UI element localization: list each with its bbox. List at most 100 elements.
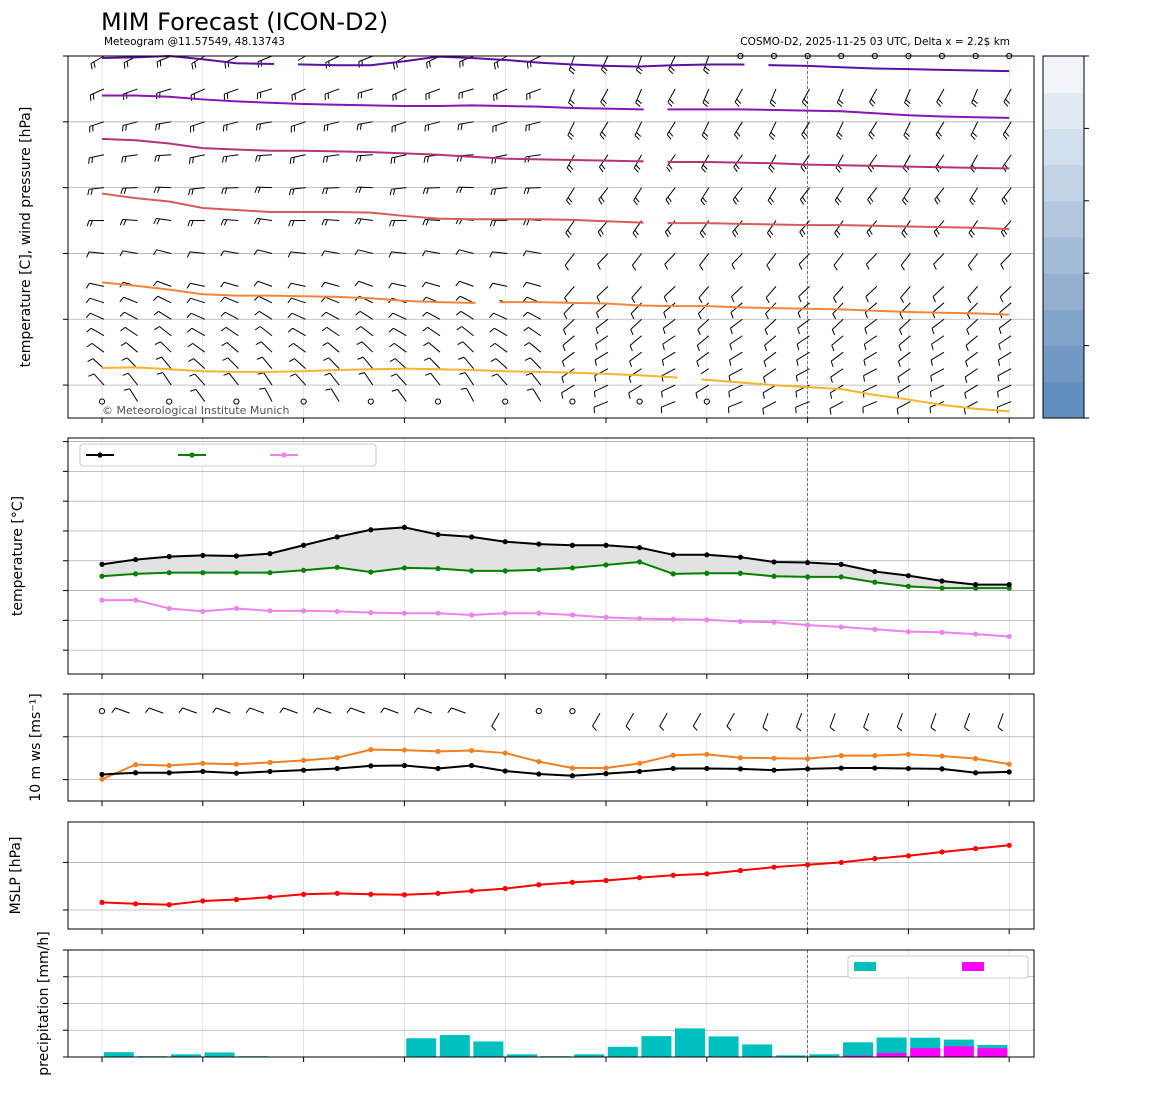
wind-barb-shaft [728, 368, 743, 377]
wind-barb-shaft [295, 373, 306, 386]
mean-wind-point [469, 762, 475, 769]
wind-barb-feather [354, 249, 359, 256]
wind-barb-feather [395, 93, 397, 100]
wind-barb-shaft [259, 326, 273, 337]
wind-barb-feather [964, 376, 968, 383]
wind-barb-feather [279, 707, 284, 714]
wind-barb-feather [457, 124, 460, 131]
wind-barb-feather [868, 229, 873, 235]
gust-point [536, 759, 542, 765]
wind-barb-feather [968, 232, 973, 238]
wind-barb-feather [522, 250, 527, 257]
wind-barb-feather [455, 249, 460, 256]
mean-wind-point [233, 770, 239, 776]
wind-barb-shaft [458, 121, 474, 125]
total-precip-bar [171, 1054, 201, 1057]
wind-barb-feather [254, 218, 258, 225]
wind-barb-shaft [967, 286, 978, 299]
mslp-point [133, 901, 139, 907]
wind-barb-feather [936, 196, 941, 203]
gust-point [569, 765, 576, 771]
wind-barb-feather [1000, 231, 1005, 238]
wind-barb-feather [389, 342, 395, 348]
wind-barb-shaft [256, 186, 273, 189]
wind-barb-shaft [228, 372, 239, 386]
wind-barb-shaft [1003, 88, 1012, 103]
wind-barb-feather [525, 372, 532, 376]
wind-barb-shaft [392, 88, 407, 96]
mslp-point [838, 859, 844, 866]
wind-barb-shaft [224, 311, 239, 320]
wind-barb-feather [897, 376, 901, 383]
wind-barb-shaft [324, 281, 340, 287]
wind-barb-feather [425, 219, 429, 226]
wind-barb-feather [459, 187, 463, 194]
wind-barb-shaft [763, 351, 777, 362]
wind-barb-shaft [663, 285, 676, 297]
wind-barb-shaft [600, 88, 609, 103]
wind-barb-shaft [864, 335, 878, 345]
wind-barb-shaft [283, 707, 298, 714]
wind-barb-shaft [290, 251, 306, 254]
wind-barb-shaft [661, 384, 676, 392]
wind-barb-shaft [324, 219, 340, 222]
series-point-t2m [334, 534, 340, 540]
wind-barb-shaft [833, 253, 844, 266]
series-point-t850 [838, 624, 844, 630]
wind-barb-feather [87, 189, 90, 196]
snow-bar [876, 1052, 907, 1057]
wind-barb-feather [562, 329, 567, 336]
wind-barb-feather [153, 186, 157, 193]
wind-barb-shaft [358, 55, 373, 63]
wind-barb-feather [903, 229, 908, 236]
wind-barb-shaft [762, 384, 777, 394]
mean-wind-point [200, 768, 206, 775]
wind-barb-shaft [595, 335, 609, 345]
mean-wind-point [737, 766, 744, 772]
wind-barb-feather [493, 220, 496, 227]
wind-barb-shaft [393, 342, 407, 353]
wind-barb-shaft [566, 154, 575, 169]
wind-barb-feather [629, 361, 633, 368]
mslp-point [1006, 842, 1012, 848]
wind-barb-feather [291, 94, 293, 102]
series-line-td2m [101, 560, 1010, 590]
wind-barb-feather [598, 199, 603, 205]
total-precip-bar [103, 1052, 134, 1057]
wind-barb-feather [729, 328, 733, 335]
mslp-point [99, 899, 105, 905]
wind-barb-feather [903, 134, 909, 140]
wind-barb-feather [157, 155, 161, 162]
wind-barb-feather [258, 387, 266, 390]
wind-barb-feather [632, 232, 637, 238]
wind-barb-feather [423, 357, 430, 361]
wind-barb-feather [634, 134, 640, 140]
wind-barb-feather [796, 359, 799, 366]
series-point-t2m [435, 531, 441, 538]
wind-barb-shaft [294, 358, 306, 370]
wind-barb-feather [563, 313, 568, 320]
wind-barb-shaft [1002, 154, 1012, 168]
wind-barb-shaft [89, 154, 105, 159]
wind-barb-feather [866, 231, 871, 238]
wind-barb-feather [354, 280, 360, 287]
wind-barb-shaft [495, 358, 508, 370]
wind-barb-feather [1005, 98, 1010, 104]
series-point-t2m [99, 561, 105, 567]
wind-barb-feather [254, 326, 261, 331]
wind-barb-feather [120, 342, 127, 347]
wind-barb-feather [422, 311, 428, 317]
mslp-point [435, 890, 441, 896]
isotherm-line [101, 192, 1010, 231]
legend-marker [281, 452, 287, 458]
mslp-point [233, 896, 239, 903]
wind-barb-feather [769, 197, 775, 203]
wind-barb-shaft [193, 358, 206, 370]
wind-barb-feather [224, 187, 228, 194]
wind-barb-feather [187, 342, 193, 348]
wind-barb-feather [595, 343, 598, 351]
wind-barb-feather [120, 188, 124, 195]
series-point-t2m [973, 582, 979, 588]
figure-title: MIM Forecast (ICON-D2) [101, 8, 388, 36]
wind-barb-feather [769, 134, 775, 140]
